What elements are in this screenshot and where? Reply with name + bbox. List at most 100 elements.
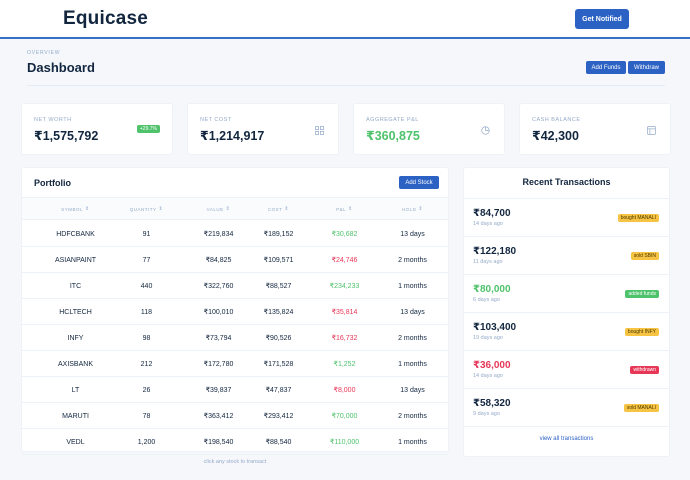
transaction-item[interactable]: ₹103,400 19 days ago bought INFY (464, 313, 669, 351)
cell-value: ₹84,825 (205, 257, 232, 264)
cell-hold: 1 months (398, 360, 427, 368)
cell-symbol: HCLTECH (59, 308, 92, 316)
transaction-amount: ₹36,000 (473, 360, 511, 371)
column-header-hold[interactable]: HOLD ⇕ (401, 206, 424, 212)
growth-badge: +29.7% (136, 125, 160, 133)
view-all-transactions-link[interactable]: view all transactions (539, 436, 594, 442)
withdraw-button[interactable]: Withdraw (628, 61, 665, 74)
transaction-amount: ₹58,320 (473, 398, 511, 409)
cell-quantity: 118 (140, 308, 153, 316)
cell-pnl: ₹30,682 (331, 231, 358, 238)
cell-quantity: 212 (140, 360, 153, 368)
cell-value: ₹73,794 (205, 335, 232, 342)
grid-icon (315, 126, 324, 135)
cell-cost: ₹88,527 (265, 283, 292, 290)
cell-hold: 13 days (400, 386, 425, 394)
transaction-time: 9 days ago (473, 411, 500, 417)
sort-icon[interactable]: ⇕ (225, 206, 231, 212)
table-header: SYMBOL ⇕ QUANTITY ⇕ VALUE ⇕ COST ⇕ P&L ⇕ HOLD… (22, 198, 448, 220)
cell-hold: 13 days (400, 308, 425, 316)
stat-value: ₹1,214,917 (200, 129, 265, 143)
cell-pnl: ₹70,000 (331, 413, 358, 420)
sort-icon[interactable]: ⇕ (85, 206, 90, 212)
sort-icon[interactable]: ⇕ (418, 206, 424, 212)
cell-quantity: 77 (142, 256, 151, 264)
column-header-cost[interactable]: COST ⇕ (267, 206, 290, 212)
transaction-amount: ₹103,400 (473, 322, 517, 333)
transaction-badge: bought INFY (624, 328, 659, 336)
cell-pnl: ₹16,732 (331, 335, 358, 342)
cell-symbol: ITC (69, 282, 82, 290)
cell-cost: ₹189,152 (263, 231, 294, 238)
transaction-time: 14 days ago (473, 221, 503, 227)
cell-symbol: INFY (67, 334, 84, 342)
table-row[interactable]: HDFCBANK 91 ₹219,834 ₹189,152 ₹30,682 13 days (22, 221, 448, 247)
cell-cost: ₹171,528 (263, 361, 294, 368)
table-row[interactable]: HCLTECH 118 ₹100,010 ₹135,824 ₹35,814 13 days (22, 299, 448, 325)
transaction-item[interactable]: ₹36,000 14 days ago withdrawn (464, 351, 669, 389)
table-row[interactable]: MARUTI 78 ₹363,412 ₹293,412 ₹70,000 2 months (22, 403, 448, 429)
transaction-time: 11 days ago (473, 259, 503, 265)
portfolio-title: Portfolio (34, 178, 71, 188)
cell-hold: 1 months (398, 438, 427, 446)
add-funds-button[interactable]: Add Funds (586, 61, 626, 74)
sort-icon[interactable]: ⇕ (284, 206, 290, 212)
stat-card-net-cost: NET COST ₹1,214,917 (187, 103, 339, 155)
brand-logo[interactable]: Equicase (63, 8, 149, 29)
table-row[interactable]: LT 26 ₹39,837 ₹47,837 ₹8,000 13 days (22, 377, 448, 403)
transaction-badge: bought MANALI (617, 214, 659, 222)
add-stock-button[interactable]: Add Stock (399, 176, 439, 189)
stat-card-cash-balance: CASH BALANCE ₹42,300 (519, 103, 671, 155)
cell-value: ₹363,412 (203, 413, 234, 420)
cell-symbol: HDFCBANK (56, 230, 95, 238)
cell-quantity: 440 (140, 282, 153, 290)
cell-pnl: ₹234,233 (329, 283, 360, 290)
table-row[interactable]: ITC 440 ₹322,760 ₹88,527 ₹234,233 1 months (22, 273, 448, 299)
column-header-pnl[interactable]: P&L ⇕ (336, 206, 353, 212)
column-header-value[interactable]: VALUE ⇕ (206, 206, 231, 212)
transaction-time: 19 days ago (473, 335, 503, 341)
column-header-quantity[interactable]: QUANTITY ⇕ (129, 206, 164, 212)
cell-cost: ₹88,540 (265, 439, 292, 446)
cell-hold: 2 months (398, 334, 427, 342)
cell-pnl: ₹24,746 (331, 257, 358, 264)
transaction-badge: sold SBIN (630, 252, 659, 260)
transaction-item[interactable]: ₹122,180 11 days ago sold SBIN (464, 237, 669, 275)
stat-label: AGGREGATE P&L (366, 117, 419, 123)
cell-cost: ₹90,526 (265, 335, 292, 342)
cell-value: ₹322,760 (203, 283, 234, 290)
transaction-item[interactable]: ₹80,000 6 days ago added funds (464, 275, 669, 313)
table-row[interactable]: INFY 98 ₹73,794 ₹90,526 ₹16,732 2 months (22, 325, 448, 351)
cell-pnl: ₹1,252 (333, 361, 356, 368)
column-header-symbol[interactable]: SYMBOL ⇕ (61, 206, 90, 212)
cell-value: ₹39,837 (205, 387, 232, 394)
page-title: Dashboard (27, 60, 95, 75)
table-row[interactable]: AXISBANK 212 ₹172,780 ₹171,528 ₹1,252 1 month… (22, 351, 448, 377)
cell-pnl: ₹35,814 (331, 309, 358, 316)
transaction-badge: sold MANALI (623, 404, 659, 412)
transaction-item[interactable]: ₹84,700 14 days ago bought MANALI (464, 199, 669, 237)
cell-value: ₹172,780 (203, 361, 234, 368)
transaction-amount: ₹122,180 (473, 246, 517, 257)
divider (22, 197, 448, 198)
cell-symbol: AXISBANK (57, 360, 93, 368)
table-row[interactable]: ASIANPAINT 77 ₹84,825 ₹109,571 ₹24,746 2 mont… (22, 247, 448, 273)
sort-icon[interactable]: ⇕ (158, 206, 164, 212)
wallet-icon (647, 126, 656, 135)
cell-pnl: ₹8,000 (333, 387, 356, 394)
transaction-amount: ₹80,000 (473, 284, 511, 295)
stat-card-net-worth: NET WORTH ₹1,575,792 +29.7% (21, 103, 173, 155)
sort-icon[interactable]: ⇕ (348, 206, 353, 212)
stat-value: ₹42,300 (532, 129, 579, 143)
stat-card-aggregate-pnl: AGGREGATE P&L ₹360,875 (353, 103, 505, 155)
divider (464, 198, 669, 199)
stat-label: NET WORTH (34, 117, 72, 123)
header-divider (27, 85, 665, 86)
table-row[interactable]: VEDL 1,200 ₹198,540 ₹88,540 ₹110,000 1 months (22, 429, 448, 455)
cell-pnl: ₹110,000 (329, 439, 360, 446)
transaction-item[interactable]: ₹58,320 9 days ago sold MANALI (464, 389, 669, 427)
cell-value: ₹219,834 (203, 231, 234, 238)
cell-quantity: 91 (142, 230, 151, 238)
portfolio-hint: click any stock to transact (203, 459, 267, 465)
get-notified-button[interactable]: Get Notified (575, 9, 629, 29)
